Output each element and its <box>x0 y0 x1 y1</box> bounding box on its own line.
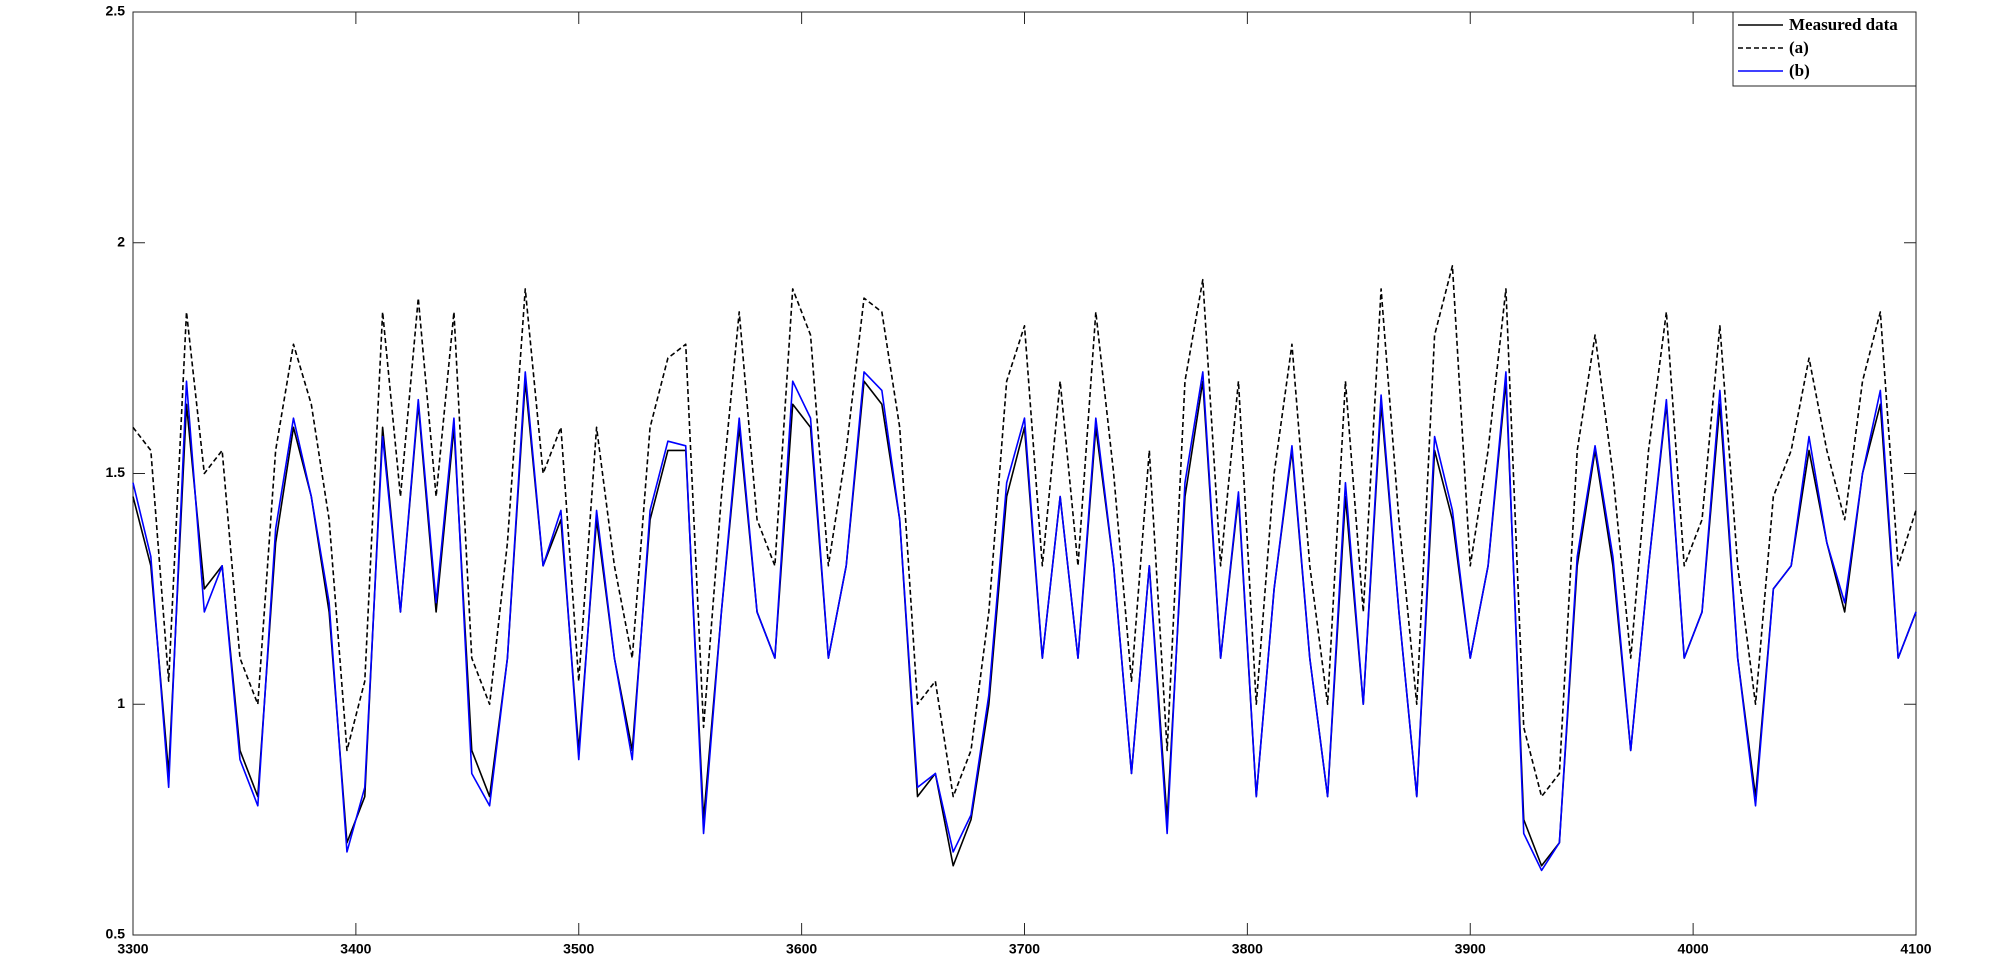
y-tick-label: 1 <box>117 695 125 711</box>
series-line <box>132 265 1917 798</box>
y-tick-label: 2.5 <box>106 3 126 19</box>
x-tick-label: 3400 <box>340 941 371 957</box>
legend-label: (b) <box>1789 61 1810 80</box>
x-tick-label: 3300 <box>117 941 148 957</box>
legend-label: Measured data <box>1789 15 1898 34</box>
y-tick-label: 2 <box>117 233 125 249</box>
x-tick-label: 4100 <box>1900 941 1931 957</box>
legend: Measured data (a) (b) <box>1732 11 1917 87</box>
y-tick-label: 1.5 <box>106 464 126 480</box>
x-tick-label: 3500 <box>563 941 594 957</box>
series-line <box>132 371 1917 872</box>
y-tick-label: 0.5 <box>106 926 126 942</box>
x-tick-label: 3700 <box>1009 941 1040 957</box>
legend-label: (a) <box>1789 38 1809 57</box>
x-tick-label: 3800 <box>1232 941 1263 957</box>
x-tick-label: 3600 <box>786 941 817 957</box>
x-tick-label: 3900 <box>1455 941 1486 957</box>
x-tick-label: 4000 <box>1678 941 1709 957</box>
